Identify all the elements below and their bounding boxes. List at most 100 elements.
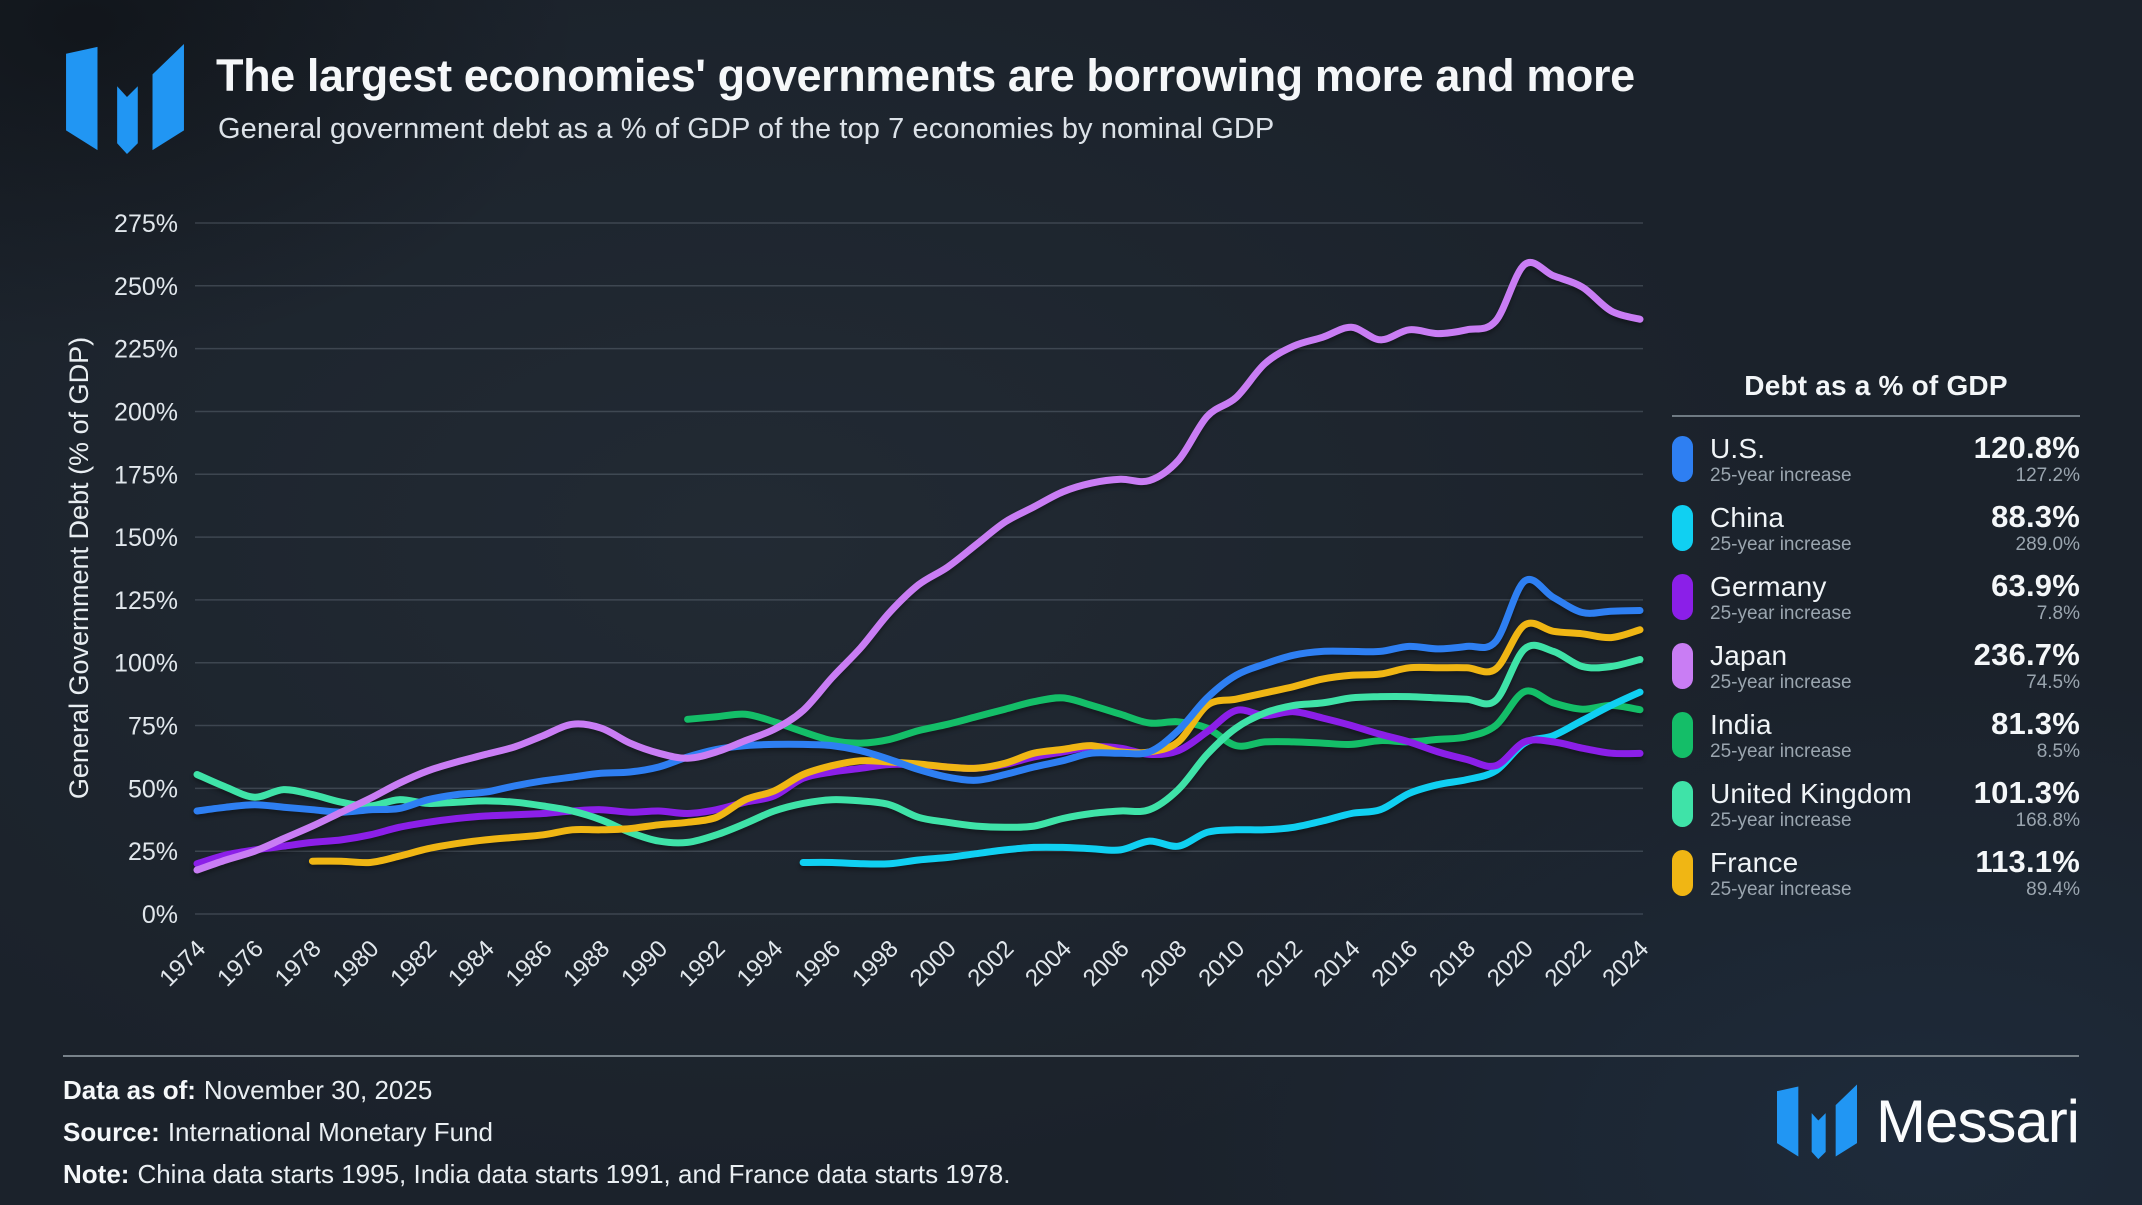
- x-tick-label: 2012: [1251, 935, 1308, 992]
- x-tick-label: 2022: [1540, 935, 1597, 992]
- messari-logo-icon: [1776, 1084, 1857, 1160]
- series-line-japan: [193, 259, 1644, 874]
- legend-sub-value: 168.8%: [2015, 810, 2080, 831]
- y-tick-label: 50%: [128, 775, 178, 803]
- x-tick-label: 2020: [1482, 935, 1539, 992]
- legend-color-pill: [1672, 643, 1693, 689]
- legend-country-label: China: [1710, 502, 1785, 533]
- x-tick-label: 2010: [1193, 935, 1250, 992]
- title-block: The largest economies' governments are b…: [216, 42, 1635, 146]
- y-tick-label: 250%: [114, 273, 178, 301]
- y-tick-label: 150%: [114, 524, 178, 552]
- legend-value: 120.8%: [1973, 430, 2080, 465]
- legend-country-label: United Kingdom: [1710, 778, 1913, 809]
- gridlines: [195, 222, 1643, 915]
- legend-sub-label: 25-year increase: [1710, 534, 1852, 555]
- legend-sub-label: 25-year increase: [1710, 603, 1852, 624]
- series-lines: [193, 259, 1644, 874]
- legend-row-india: India 81.3% 25-year increase 8.5%: [1672, 706, 2080, 763]
- y-tick-label: 100%: [114, 650, 178, 678]
- y-tick-label: 175%: [114, 461, 178, 489]
- legend-row-japan: Japan 236.7% 25-year increase 74.5%: [1672, 637, 2080, 694]
- x-axis-tick-labels: 1974 1976 1978 1980 1982 1984 1986 1988 1990 1992…: [154, 935, 1654, 992]
- legend-sub-label: 25-year increase: [1710, 672, 1852, 693]
- legend-sub-value: 127.2%: [2015, 465, 2080, 486]
- messari-logo-icon: [66, 43, 184, 155]
- x-tick-label: 1996: [789, 935, 846, 992]
- y-tick-label: 275%: [114, 210, 178, 238]
- x-tick-label: 2004: [1020, 935, 1077, 992]
- source-label: Source:: [63, 1117, 160, 1147]
- legend-value: 236.7%: [1973, 637, 2080, 672]
- y-axis-tick-labels: 0% 25% 50% 75% 100% 125% 150% 175% 200% 225% 250% 2…: [114, 210, 178, 929]
- x-tick-label: 1990: [616, 935, 673, 992]
- y-tick-label: 25%: [128, 838, 178, 866]
- x-tick-label: 1986: [501, 935, 558, 992]
- legend-row-us: U.S. 120.8% 25-year increase 127.2%: [1672, 430, 2080, 487]
- legend-sub-label: 25-year increase: [1710, 810, 1852, 831]
- legend-panel: Debt as a % of GDP U.S. 120.8% 25-year in…: [1672, 370, 2080, 916]
- legend-sub-label: 25-year increase: [1710, 741, 1852, 762]
- legend-row-germany: Germany 63.9% 25-year increase 7.8%: [1672, 568, 2080, 625]
- chart-subtitle: General government debt as a % of GDP of…: [218, 113, 1275, 146]
- legend-color-pill: [1672, 781, 1693, 827]
- legend-sub-label: 25-year increase: [1710, 879, 1852, 900]
- data-as-of-line: Data as of: November 30, 2025: [63, 1069, 2079, 1111]
- legend-value: 63.9%: [1991, 568, 2080, 603]
- y-tick-label: 75%: [128, 713, 178, 741]
- x-tick-label: 1994: [732, 935, 789, 992]
- legend-row-china: China 88.3% 25-year increase 289.0%: [1672, 499, 2080, 556]
- legend-row-uk: United Kingdom 101.3% 25-year increase 168…: [1672, 775, 2080, 832]
- x-tick-label: 2016: [1366, 935, 1423, 992]
- legend-color-pill: [1672, 505, 1693, 551]
- x-tick-label: 2002: [962, 935, 1019, 992]
- y-axis-title: General Government Debt (% of GDP): [64, 337, 94, 799]
- series-line-france: [308, 619, 1644, 867]
- x-tick-label: 1976: [212, 935, 269, 992]
- legend-title: Debt as a % of GDP: [1744, 370, 2008, 401]
- data-as-of-label: Data as of:: [63, 1075, 196, 1105]
- legend-sub-value: 289.0%: [2015, 534, 2080, 555]
- y-tick-label: 125%: [114, 587, 178, 615]
- legend-value: 81.3%: [1991, 706, 2080, 741]
- source-line: Source: International Monetary Fund: [63, 1111, 2079, 1153]
- legend-divider: [1672, 415, 2080, 417]
- x-tick-label: 1980: [328, 935, 385, 992]
- legend-country-label: Germany: [1710, 571, 1827, 602]
- legend-country-label: U.S.: [1710, 433, 1766, 464]
- series-line-china: [799, 688, 1644, 868]
- x-tick-label: 2006: [1078, 935, 1135, 992]
- x-tick-label: 1978: [270, 935, 327, 992]
- y-tick-label: 0%: [142, 901, 178, 929]
- y-tick-label: 200%: [114, 399, 178, 427]
- legend-row-france: France 113.1% 25-year increase 89.4%: [1672, 844, 2080, 901]
- x-tick-label: 2018: [1424, 935, 1481, 992]
- x-tick-label: 1988: [558, 935, 615, 992]
- x-tick-label: 2008: [1136, 935, 1193, 992]
- y-tick-label: 225%: [114, 336, 178, 364]
- legend-color-pill: [1672, 712, 1693, 758]
- legend-sub-value: 7.8%: [2036, 603, 2080, 624]
- legend-sub-value: 74.5%: [2026, 672, 2080, 693]
- legend-value: 101.3%: [1973, 775, 2080, 810]
- legend-value: 88.3%: [1991, 499, 2080, 534]
- x-tick-label: 2000: [905, 935, 962, 992]
- legend-sub-label: 25-year increase: [1710, 465, 1852, 486]
- note-value: China data starts 1995, India data start…: [137, 1159, 1011, 1189]
- header: The largest economies' governments are b…: [66, 42, 1635, 155]
- series-line-india: [684, 687, 1644, 750]
- legend-sub-value: 8.5%: [2036, 741, 2080, 762]
- legend-country-label: Japan: [1710, 640, 1788, 671]
- data-as-of-value: November 30, 2025: [203, 1075, 433, 1105]
- footer-divider: [63, 1055, 2079, 1057]
- legend-value: 113.1%: [1975, 844, 2080, 879]
- legend-color-pill: [1672, 574, 1693, 620]
- series-line-u-s-: [193, 575, 1644, 816]
- legend-sub-value: 89.4%: [2026, 879, 2080, 900]
- x-tick-label: 1982: [385, 935, 442, 992]
- x-tick-label: 1992: [674, 935, 731, 992]
- series-line-united-kingdom: [193, 641, 1644, 847]
- x-tick-label: 1998: [847, 935, 904, 992]
- x-tick-label: 2014: [1309, 935, 1366, 992]
